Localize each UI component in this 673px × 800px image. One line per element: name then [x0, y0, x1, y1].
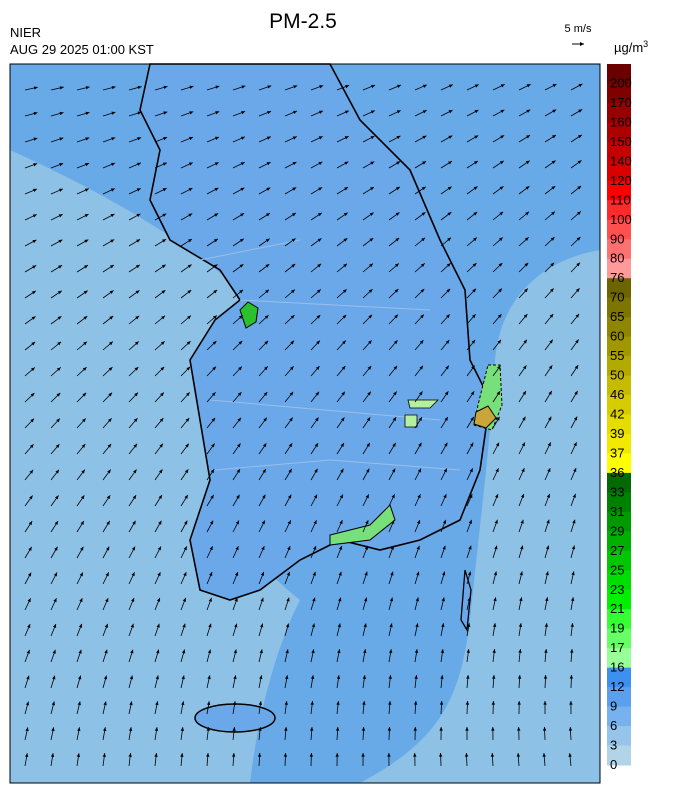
- colorbar-label: 19: [610, 621, 624, 636]
- colorbar-label: 33: [610, 484, 624, 499]
- colorbar-label: 21: [610, 601, 624, 616]
- title: PM-2.5: [269, 10, 337, 33]
- colorbar-label: 36: [610, 465, 624, 480]
- colorbar-label: 55: [610, 348, 624, 363]
- colorbar-label: 31: [610, 504, 624, 519]
- colorbar: 2001701601501401201101009080767065605550…: [607, 64, 632, 772]
- colorbar-label: 100: [610, 212, 632, 227]
- colorbar-label: 70: [610, 290, 624, 305]
- colorbar-label: 0: [610, 757, 617, 772]
- unit-sup: 3: [643, 39, 648, 49]
- colorbar-label: 42: [610, 407, 624, 422]
- colorbar-label: 12: [610, 679, 624, 694]
- timestamp: AUG 29 2025 01:00 KST: [10, 42, 154, 57]
- jeju: [195, 704, 275, 732]
- colorbar-label: 25: [610, 562, 624, 577]
- colorbar-label: 200: [610, 75, 632, 90]
- colorbar-label: 6: [610, 718, 617, 733]
- unit-base: µg/m: [614, 40, 643, 55]
- wind-scale-arrowhead: [580, 42, 584, 46]
- colorbar-label: 3: [610, 738, 617, 753]
- colorbar-label: 27: [610, 543, 624, 558]
- colorbar-label: 29: [610, 523, 624, 538]
- colorbar-label: 90: [610, 231, 624, 246]
- unit: µg/m3: [614, 39, 648, 55]
- colorbar-label: 160: [610, 114, 632, 129]
- colorbar-label: 110: [610, 192, 631, 207]
- colorbar-label: 140: [610, 153, 632, 168]
- colorbar-label: 65: [610, 309, 624, 324]
- colorbar-label: 9: [610, 699, 617, 714]
- map: [10, 64, 600, 783]
- colorbar-label: 50: [610, 368, 624, 383]
- colorbar-label: 170: [610, 95, 632, 110]
- wind-scale: 5 m/s: [565, 23, 592, 35]
- colorbar-label: 17: [610, 640, 624, 655]
- agency: NIER: [10, 25, 41, 40]
- colorbar-label: 16: [610, 660, 624, 675]
- colorbar-label: 46: [610, 387, 624, 402]
- colorbar-label: 80: [610, 251, 624, 266]
- colorbar-label: 150: [610, 134, 632, 149]
- colorbar-label: 37: [610, 445, 624, 460]
- colorbar-label: 76: [610, 270, 624, 285]
- colorbar-label: 120: [610, 173, 632, 188]
- colorbar-label: 39: [610, 426, 624, 441]
- colorbar-label: 23: [610, 582, 624, 597]
- colorbar-label: 60: [610, 329, 624, 344]
